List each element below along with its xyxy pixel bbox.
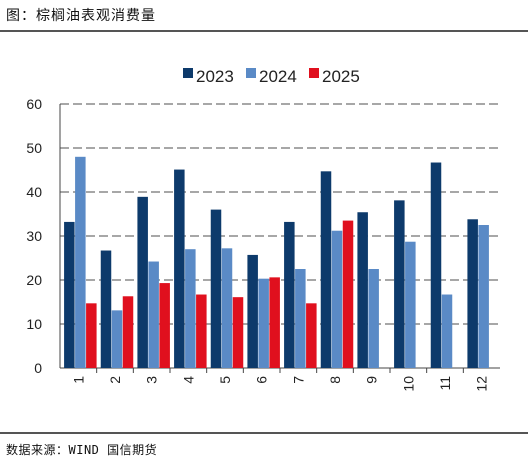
bar-2024-1 bbox=[75, 156, 86, 368]
legend-swatch-2024 bbox=[246, 68, 256, 78]
bar-2024-11 bbox=[441, 294, 453, 368]
bar-2023-6 bbox=[247, 254, 258, 368]
x-tick-label: 6 bbox=[254, 376, 270, 384]
source-note: 数据来源：WIND 国信期货 bbox=[6, 443, 158, 457]
bar-2025-7 bbox=[306, 303, 317, 368]
bar-2025-1 bbox=[86, 303, 97, 368]
bar-2024-8 bbox=[331, 230, 343, 368]
bar-2023-11 bbox=[430, 162, 442, 368]
legend-label-2023: 2023 bbox=[196, 67, 234, 86]
bar-2025-6 bbox=[269, 277, 280, 368]
y-tick-label: 10 bbox=[26, 316, 42, 332]
bar-2023-10 bbox=[394, 200, 405, 368]
bar-2023-12 bbox=[467, 219, 478, 368]
bar-2023-1 bbox=[64, 221, 75, 368]
bottom-rule bbox=[0, 432, 528, 434]
x-tick-label: 11 bbox=[437, 376, 453, 391]
y-tick-label: 40 bbox=[26, 184, 42, 200]
y-tick-label: 20 bbox=[26, 272, 42, 288]
bar-2024-3 bbox=[148, 261, 159, 368]
bar-2024-12 bbox=[478, 225, 489, 368]
x-tick-label: 8 bbox=[327, 376, 343, 384]
bar-2023-2 bbox=[100, 250, 112, 368]
top-rule bbox=[0, 30, 528, 32]
y-tick-label: 60 bbox=[26, 96, 42, 112]
x-tick-label: 5 bbox=[217, 376, 233, 384]
bar-2025-4 bbox=[196, 294, 207, 368]
y-tick-label: 0 bbox=[34, 360, 42, 376]
bar-2023-5 bbox=[210, 209, 222, 368]
y-tick-label: 30 bbox=[26, 228, 42, 244]
x-tick-label: 10 bbox=[400, 376, 416, 392]
bar-2025-2 bbox=[122, 296, 134, 368]
bar-2023-4 bbox=[174, 169, 185, 368]
bar-2024-2 bbox=[111, 310, 123, 368]
legend-label-2024: 2024 bbox=[259, 67, 297, 86]
legend-label-2025: 2025 bbox=[322, 67, 360, 86]
bar-2024-7 bbox=[295, 269, 306, 368]
bar-2024-6 bbox=[258, 278, 269, 368]
bar-2025-8 bbox=[342, 220, 354, 368]
x-tick-label: 7 bbox=[290, 376, 306, 384]
bar-2024-4 bbox=[185, 249, 196, 368]
legend-swatch-2023 bbox=[183, 68, 193, 78]
bar-2024-5 bbox=[221, 248, 233, 368]
bar-2023-3 bbox=[137, 196, 148, 368]
x-tick-label: 1 bbox=[70, 376, 86, 384]
bar-2023-7 bbox=[284, 221, 295, 368]
figure-title: 图：棕榈油表观消费量 bbox=[6, 8, 156, 24]
bar-2023-9 bbox=[357, 212, 368, 368]
x-tick-label: 12 bbox=[474, 376, 490, 392]
y-tick-label: 50 bbox=[26, 140, 42, 156]
x-tick-label: 2 bbox=[107, 376, 123, 384]
bar-2024-9 bbox=[368, 269, 379, 368]
bar-2023-8 bbox=[320, 171, 332, 368]
bar-2025-3 bbox=[159, 283, 170, 368]
x-tick-label: 3 bbox=[144, 376, 160, 384]
x-tick-label: 4 bbox=[180, 376, 196, 384]
bar-2025-5 bbox=[232, 297, 244, 368]
legend-swatch-2025 bbox=[309, 68, 319, 78]
x-tick-label: 9 bbox=[364, 376, 380, 384]
bar-2024-10 bbox=[405, 241, 416, 368]
